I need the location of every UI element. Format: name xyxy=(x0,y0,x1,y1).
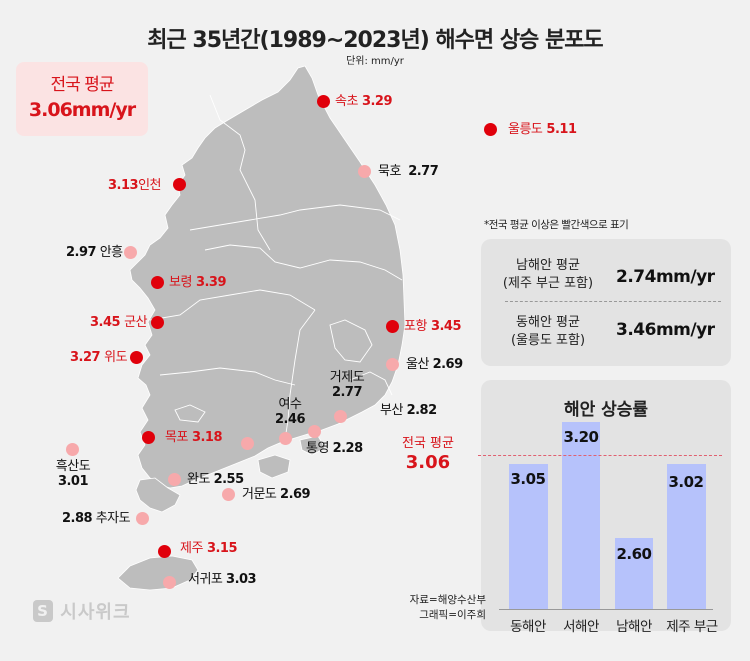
divider xyxy=(505,301,721,302)
station-dot-boryeong[interactable] xyxy=(151,276,164,289)
source-graphic: 그래픽=이주희 xyxy=(419,609,486,621)
station-label-pohang: 포항 3.45 xyxy=(404,319,462,334)
station-dot-jeju[interactable] xyxy=(158,545,171,558)
reference-label-value: 3.06 xyxy=(405,452,451,473)
station-dot-sokcho[interactable] xyxy=(317,95,330,108)
station-dot-gunsan[interactable] xyxy=(151,316,164,329)
logo-text: 시사위크 xyxy=(60,602,131,623)
east-coast-average-value: 3.46mm/yr xyxy=(616,320,715,340)
bar-value-jeju: 3.02 xyxy=(668,473,704,491)
category-south-coast: 남해안 xyxy=(616,619,652,635)
national-average-reference-line xyxy=(478,455,722,456)
reference-label-text: 전국 평균 xyxy=(402,436,454,451)
station-label-geojedo: 거제도 2.77 xyxy=(329,370,365,400)
station-dot-geomundo[interactable] xyxy=(222,488,235,501)
station-dot-tongyeong[interactable] xyxy=(241,437,254,450)
station-dot-mokpo[interactable] xyxy=(142,431,155,444)
station-dot-ulsan[interactable] xyxy=(386,358,399,371)
bar-value-west-coast: 3.20 xyxy=(563,428,599,446)
station-label-gunsan: 3.45 군산 xyxy=(90,315,148,330)
station-label-seogwipo: 서귀포 3.03 xyxy=(188,572,257,587)
east-coast-average-row: 동해안 평균 (울릉도 포함) 3.46mm/yr xyxy=(481,314,731,374)
station-dot-anheung[interactable] xyxy=(124,246,137,259)
category-east-coast: 동해안 xyxy=(510,619,546,635)
station-label-wando: 완도 2.55 xyxy=(187,472,244,487)
national-average-value: 3.06mm/yr xyxy=(28,99,136,121)
station-label-jeju: 제주 3.15 xyxy=(180,541,238,556)
station-label-sokcho: 속초 3.29 xyxy=(335,94,393,109)
logo: S 시사위크 xyxy=(33,598,131,624)
bar-value-south-coast: 2.60 xyxy=(616,545,652,563)
x-axis xyxy=(499,609,713,610)
station-dot-wando[interactable] xyxy=(168,473,181,486)
chart-title: 해안 상승률 xyxy=(563,400,649,420)
station-label-mukho: 묵호 2.77 xyxy=(378,164,439,179)
south-coast-average-row: 남해안 평균 (제주 부근 포함) 2.74mm/yr xyxy=(481,257,731,317)
national-average-label: 전국 평균 xyxy=(50,75,115,95)
station-dot-pohang[interactable] xyxy=(386,320,399,333)
station-label-geomundo: 거문도 2.69 xyxy=(242,487,311,502)
station-dot-yeosu[interactable] xyxy=(279,432,292,445)
regional-averages-panel: 남해안 평균 (제주 부근 포함) 2.74mm/yr 동해안 평균 (울릉도 … xyxy=(481,239,731,366)
station-dot-busan[interactable] xyxy=(334,410,347,423)
station-dot-geojedo[interactable] xyxy=(308,425,321,438)
station-dot-mukho[interactable] xyxy=(358,165,371,178)
station-dot-seogwipo[interactable] xyxy=(163,576,176,589)
category-jeju: 제주 부근 xyxy=(666,619,718,635)
station-dot-chujado[interactable] xyxy=(136,512,149,525)
south-coast-average-value: 2.74mm/yr xyxy=(616,267,715,287)
bar-south-coast[interactable] xyxy=(615,538,653,609)
station-label-tongyeong: 통영 2.28 xyxy=(306,441,363,456)
category-west-coast: 서해안 xyxy=(563,619,599,635)
source-credit: 자료=해양수산부 그래픽=이주희 xyxy=(388,593,486,623)
bar-jeju[interactable] xyxy=(667,464,706,609)
station-dot-incheon[interactable] xyxy=(173,178,186,191)
station-label-anheung: 2.97 안흥 xyxy=(66,245,123,260)
unit-label: 단위: mm/yr xyxy=(346,56,404,67)
station-label-busan: 부산 2.82 xyxy=(380,403,437,418)
station-dot-heuksando[interactable] xyxy=(66,443,79,456)
bar-east-coast[interactable] xyxy=(509,464,548,609)
east-coast-average-label: 동해안 평균 (울릉도 포함) xyxy=(510,315,586,348)
bar-chart: 3.05 3.20 2.60 3.02 동해안 서해안 남해안 제주 부근 xyxy=(481,380,731,635)
station-label-chujado: 2.88 추자도 xyxy=(62,511,131,526)
station-label-ulleungdo: 울릉도 5.11 xyxy=(508,122,577,137)
national-average-box: 전국 평균 3.06mm/yr xyxy=(16,62,148,136)
station-label-mokpo: 목포 3.18 xyxy=(165,430,223,445)
bar-west-coast[interactable] xyxy=(562,422,600,609)
bar-value-east-coast: 3.05 xyxy=(510,470,546,488)
source-data: 자료=해양수산부 xyxy=(409,594,486,606)
reference-label: 전국 평균 3.06 xyxy=(402,432,454,473)
station-label-ulsan: 울산 2.69 xyxy=(406,357,463,372)
station-dot-ulleungdo[interactable] xyxy=(484,123,497,136)
station-dot-wido[interactable] xyxy=(130,351,143,364)
south-coast-average-label: 남해안 평균 (제주 부근 포함) xyxy=(502,258,594,291)
logo-icon: S xyxy=(33,600,53,622)
legend-note: *전국 평균 이상은 빨간색으로 표기 xyxy=(484,219,629,231)
station-label-heuksando: 흑산도 3.01 xyxy=(55,459,91,489)
station-label-incheon: 3.13인천 xyxy=(108,178,161,193)
station-label-boryeong: 보령 3.39 xyxy=(169,275,227,290)
page-title: 최근 35년간(1989~2023년) 해수면 상승 분포도 xyxy=(147,28,603,53)
station-label-wido: 3.27 위도 xyxy=(70,350,128,365)
station-label-yeosu: 여수 2.46 xyxy=(274,397,306,427)
